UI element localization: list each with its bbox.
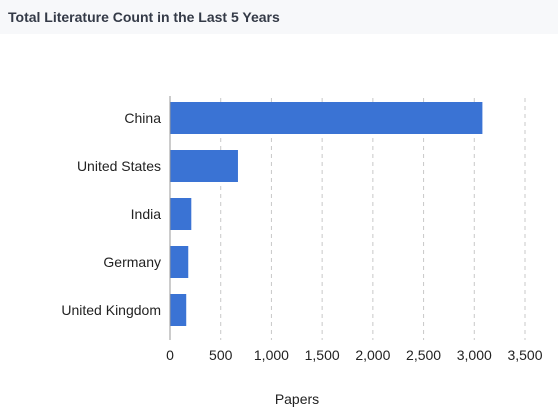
x-axis-label: Papers	[275, 391, 319, 407]
panel-header: Total Literature Count in the Last 5 Yea…	[0, 0, 558, 34]
bar	[170, 198, 192, 230]
chart-area: China United States India Germany United Kin…	[0, 34, 558, 416]
x-tick-label: 2,000	[355, 347, 390, 363]
x-tick-label: 3,500	[507, 347, 542, 363]
category-label: United States	[77, 158, 161, 174]
bar	[170, 246, 189, 278]
bar	[170, 102, 483, 134]
panel-title: Total Literature Count in the Last 5 Yea…	[8, 9, 280, 25]
bar	[170, 294, 187, 326]
category-label: United Kingdom	[61, 302, 161, 318]
category-label: India	[131, 206, 162, 222]
bar-chart: China United States India Germany United Kin…	[61, 96, 543, 407]
x-tick-label: 0	[166, 347, 174, 363]
x-tick-label: 3,000	[457, 347, 492, 363]
x-tick-label: 1,000	[254, 347, 289, 363]
category-label: Germany	[103, 254, 161, 270]
x-tick-label: 2,500	[406, 347, 441, 363]
x-tick-label: 500	[209, 347, 233, 363]
x-tick-label: 1,500	[305, 347, 340, 363]
category-label: China	[124, 110, 161, 126]
bar	[170, 150, 238, 182]
